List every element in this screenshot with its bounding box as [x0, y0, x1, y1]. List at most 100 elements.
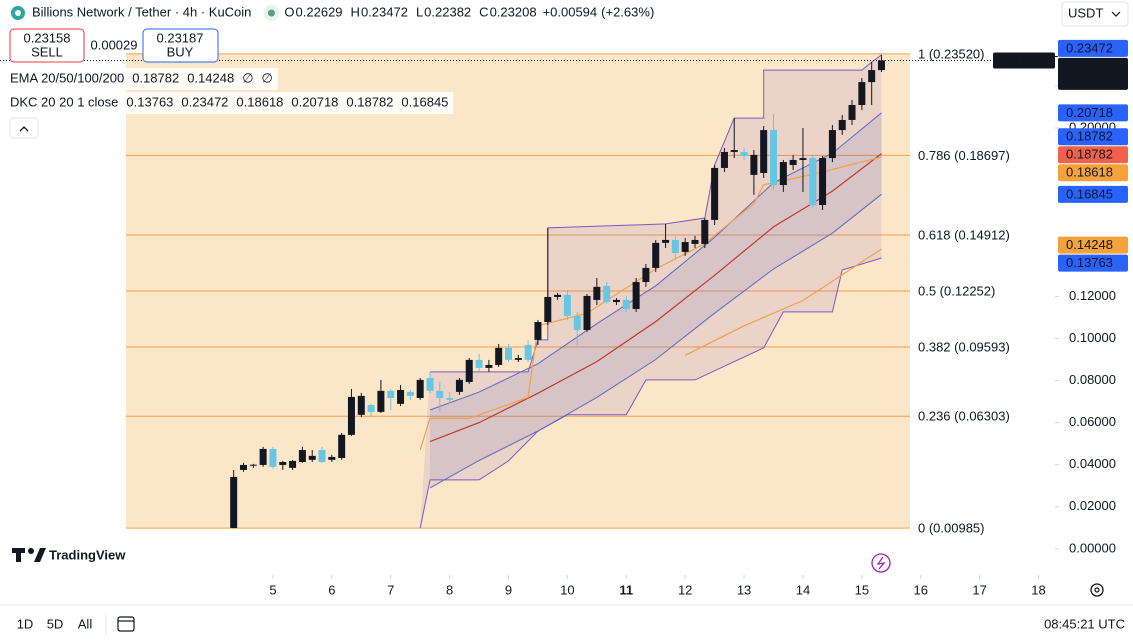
candle-body	[760, 130, 768, 174]
exchange-icon-inner	[15, 10, 21, 16]
price-badge	[1058, 185, 1128, 203]
candle-body	[622, 299, 630, 309]
y-tick-label: 0.08000	[1069, 372, 1116, 387]
fib-label: 0.236 (0.06303)	[918, 409, 1010, 424]
last-price: 0.23208	[1066, 58, 1113, 73]
indicator-bg	[5, 68, 278, 90]
fib-label: 0.618 (0.14912)	[918, 227, 1010, 242]
candle-body	[289, 460, 297, 468]
x-tick-label: 10	[560, 582, 574, 597]
candle-body	[681, 242, 689, 252]
candle-body	[740, 151, 748, 156]
y-tick-label: 0.04000	[1069, 456, 1116, 471]
price-badge-label: 0.20718	[1066, 105, 1113, 120]
indicator-value: 0.14248	[187, 70, 234, 85]
candle-body	[868, 70, 876, 83]
price-badge-label: 0.18782	[1066, 147, 1113, 162]
candle-body	[671, 239, 679, 253]
indicator-value: 0.23472	[181, 94, 228, 109]
indicator-title: EMA 20/50/100/200	[10, 70, 124, 85]
candle-body	[583, 295, 591, 331]
candle-body	[357, 395, 365, 415]
ohlc-key: H	[351, 4, 360, 19]
candle-body	[269, 448, 277, 467]
range-button[interactable]: 1D	[17, 616, 34, 631]
candle-body	[279, 461, 287, 465]
x-tick-label: 8	[446, 582, 453, 597]
candle-body	[554, 294, 562, 297]
candle-body	[819, 158, 827, 205]
price-badge-label: 0.18618	[1066, 165, 1113, 180]
collapse-chevron	[19, 126, 29, 132]
indicator-title: DKC 20 20 1 close	[10, 94, 118, 109]
candle-body	[770, 130, 778, 186]
countdown: 03:14:39	[1066, 72, 1117, 87]
x-tick-label: 6	[328, 582, 335, 597]
candle-body	[338, 434, 346, 458]
indicator-value: 0.18782	[132, 70, 179, 85]
buy-label: BUY	[167, 44, 194, 59]
price-badge	[1058, 39, 1128, 57]
candle-body	[809, 158, 817, 205]
candle-body	[632, 282, 640, 309]
indicator-bg	[5, 92, 454, 114]
currency-select[interactable]	[1061, 1, 1129, 27]
y-tick-label: 0.10000	[1069, 330, 1116, 345]
currency: USDT	[1068, 5, 1103, 20]
range-button[interactable]: All	[78, 616, 93, 631]
spread: 0.00029	[91, 37, 138, 52]
candle-body	[603, 286, 611, 303]
candle-body	[249, 464, 257, 466]
x-tick-label: 13	[737, 582, 751, 597]
buy-button[interactable]	[142, 28, 219, 63]
sell-button[interactable]	[9, 28, 85, 63]
candle-body	[308, 455, 316, 460]
ohlc-value: 0.23208	[490, 4, 537, 19]
calendar-icon[interactable]	[117, 616, 135, 632]
price-badge	[1058, 236, 1128, 254]
candle-body	[298, 449, 306, 462]
candle-body	[446, 397, 454, 400]
x-tick-label: 5	[269, 582, 276, 597]
indicator-value: 0.13763	[126, 94, 173, 109]
candle-body	[534, 322, 542, 340]
y-tick-label: 0.06000	[1069, 414, 1116, 429]
ohlc-key: C	[479, 4, 488, 19]
collapse-button[interactable]	[9, 117, 39, 139]
candle-body	[789, 159, 797, 166]
candle-body	[652, 242, 660, 268]
change-pct: (+2.63%)	[601, 4, 654, 19]
candle-body	[691, 239, 699, 244]
clock: 08:45:21 UTC	[1044, 616, 1125, 631]
symbol-title: Billions Network / Tether · 4h · KuCoin	[32, 4, 251, 19]
range-button[interactable]: 5D	[47, 616, 64, 631]
candle-body	[455, 379, 463, 392]
candle-body	[436, 390, 444, 398]
candle-body	[573, 315, 581, 331]
sell-label: SELL	[31, 44, 63, 59]
logo-mark	[16, 548, 21, 562]
candle-body	[877, 60, 885, 71]
candle-body	[838, 119, 846, 131]
logo-mark	[34, 548, 46, 562]
x-tick-label: 16	[913, 582, 927, 597]
x-tick-label: 17	[972, 582, 986, 597]
buy-price: 0.23187	[157, 30, 204, 45]
fib-label: 0 (0.00985)	[918, 521, 985, 536]
candle-body	[505, 347, 513, 360]
candle-body	[347, 396, 355, 435]
ohlc-value: 0.22382	[424, 4, 471, 19]
settings-icon[interactable]	[1090, 583, 1104, 597]
x-tick-label: 15	[855, 582, 869, 597]
price-badge	[1058, 104, 1128, 122]
candle-body	[848, 105, 856, 120]
candle-body	[593, 286, 601, 300]
price-badge	[1058, 254, 1128, 272]
candle-body	[524, 344, 532, 360]
candle-body	[318, 449, 326, 462]
candle-body	[406, 391, 414, 396]
lightning-bolt	[876, 556, 886, 570]
price-badge	[1058, 128, 1128, 146]
candle-body	[387, 390, 395, 398]
